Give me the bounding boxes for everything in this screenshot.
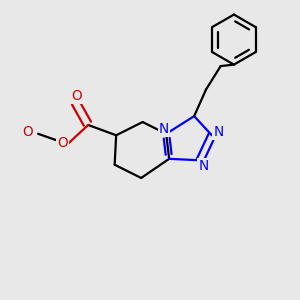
Text: N: N <box>199 159 209 172</box>
Text: O: O <box>57 136 68 150</box>
Text: O: O <box>71 89 82 103</box>
Text: N: N <box>213 125 224 139</box>
Text: O: O <box>22 125 33 139</box>
Text: N: N <box>159 122 169 136</box>
